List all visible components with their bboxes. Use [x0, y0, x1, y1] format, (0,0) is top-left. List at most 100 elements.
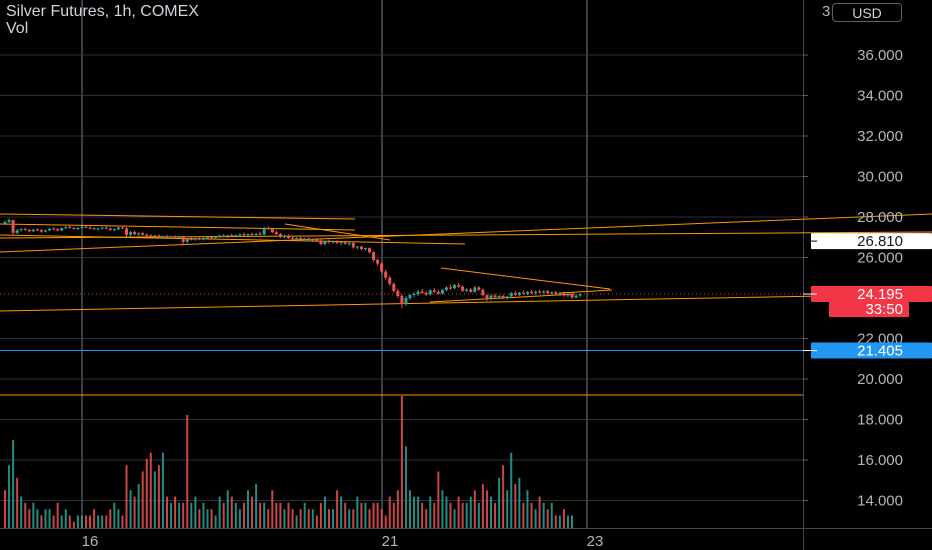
trendline — [0, 223, 356, 231]
volume-bar — [263, 502, 266, 528]
candle-body — [347, 242, 351, 244]
candle-body — [72, 227, 76, 229]
candle-body — [473, 287, 477, 292]
candle-body — [197, 238, 201, 240]
chart-legend[interactable]: Silver Futures, 1h, COMEX Vol — [6, 3, 199, 37]
volume-indicator-label[interactable]: Vol — [6, 20, 29, 37]
candle-body — [173, 236, 177, 238]
candle-body — [44, 230, 47, 232]
volume-bar — [198, 509, 201, 528]
volume-bar — [242, 502, 245, 528]
volume-bar — [372, 502, 375, 528]
candle-body — [258, 233, 262, 235]
y-tick-label: 26.000 — [857, 250, 903, 267]
volume-bar — [117, 509, 120, 528]
candle-body — [64, 227, 68, 229]
trendline — [0, 213, 356, 220]
volume-bar — [571, 515, 573, 528]
volume-bar — [562, 509, 565, 528]
candle-body — [538, 291, 542, 293]
volume-bar — [4, 490, 6, 528]
candle-body — [80, 226, 84, 228]
volume-bar — [498, 477, 501, 528]
candle-body — [368, 248, 371, 253]
volume-bar — [518, 477, 521, 528]
volume-bar — [352, 509, 355, 528]
y-tick-label: 34.000 — [857, 88, 903, 105]
candle-body — [3, 222, 7, 224]
y-tick-label: 18.000 — [857, 412, 903, 429]
candle-body — [509, 293, 513, 297]
candle-body — [416, 291, 420, 294]
volume-bar — [125, 465, 128, 528]
candle-body — [76, 227, 80, 229]
volume-bar — [380, 509, 383, 528]
trendline — [0, 213, 932, 253]
volume-bar — [174, 496, 177, 528]
volume-bar — [311, 509, 314, 528]
volume-bar — [319, 502, 322, 528]
price-tag-label-last-price: 24.195 — [857, 286, 903, 303]
volume-bar — [60, 515, 63, 528]
candle-body — [108, 228, 112, 230]
volume-bar — [24, 502, 27, 528]
volume-bar — [453, 509, 456, 528]
volume-bar — [392, 502, 395, 528]
trendline — [0, 234, 466, 245]
candle-body — [238, 234, 242, 236]
volume-bar — [145, 458, 148, 528]
volume-bar — [178, 502, 181, 528]
volume-bar — [546, 509, 549, 528]
volume-bar — [129, 490, 132, 528]
candle-body — [206, 237, 209, 239]
candle-body — [534, 291, 538, 293]
symbol-title[interactable]: Silver Futures, 1h, COMEX — [6, 3, 199, 20]
volume-bar — [421, 502, 424, 528]
trendline — [440, 267, 611, 290]
volume-bar — [404, 446, 407, 528]
candle-body — [489, 295, 493, 300]
volume-bar — [20, 496, 23, 528]
currency-button[interactable]: USD — [832, 3, 902, 22]
candle-body — [440, 289, 444, 294]
volume-bar — [409, 490, 411, 528]
candle-body — [31, 229, 35, 232]
drawing-lines[interactable] — [0, 213, 932, 396]
volume-bar — [502, 465, 505, 528]
volume-bar — [554, 515, 557, 528]
candlestick-series — [3, 218, 582, 309]
volume-bar — [97, 515, 100, 528]
candle-body — [112, 229, 116, 231]
volume-bar — [76, 515, 79, 528]
candle-body — [303, 238, 307, 240]
volume-bar — [182, 502, 185, 528]
candle-body — [201, 238, 205, 240]
volume-bar — [89, 515, 92, 528]
candle-body — [457, 285, 461, 287]
candle-body — [513, 293, 517, 295]
volume-bar — [222, 502, 225, 528]
candle-body — [104, 227, 108, 229]
candle-body — [481, 289, 485, 296]
candle-body — [477, 287, 481, 290]
candle-body — [505, 296, 509, 298]
candle-body — [436, 291, 440, 294]
candle-body — [52, 228, 56, 230]
candle-body — [56, 229, 60, 231]
candle-body — [574, 295, 578, 298]
price-axis[interactable]: 36.00034.00032.00030.00028.00026.00022.0… — [803, 3, 903, 510]
time-axis[interactable]: 16 21 23 — [82, 533, 604, 550]
candle-body — [307, 238, 311, 241]
candle-body — [278, 234, 282, 237]
candle-body — [521, 292, 525, 294]
volume-bar — [28, 509, 31, 528]
volume-bar — [449, 502, 452, 528]
volume-bar — [279, 502, 282, 528]
volume-bar — [469, 496, 472, 528]
volume-bar — [506, 490, 509, 528]
trendline — [559, 289, 613, 294]
candle-body — [210, 237, 214, 239]
candle-body — [351, 242, 355, 248]
candle-body — [27, 229, 31, 232]
